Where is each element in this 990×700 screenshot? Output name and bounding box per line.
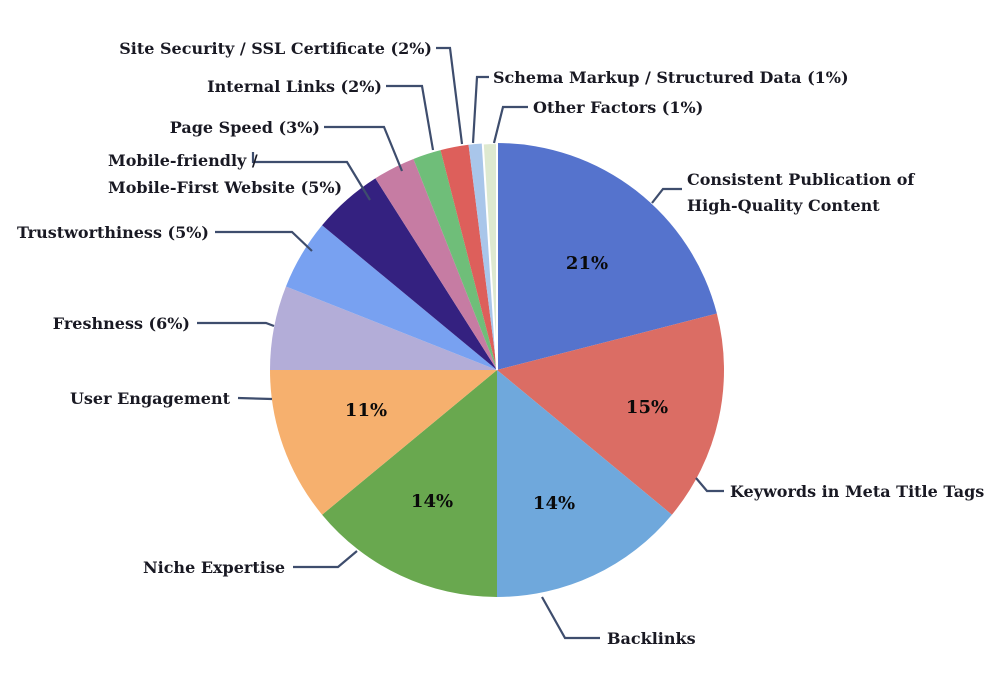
pie-slice-trustworthiness: [285, 225, 497, 370]
pie-slice-niche-expertise: [322, 370, 497, 597]
leader-line-internal-links: [386, 84, 435, 151]
pie-slice-keywords-in-meta-title-tags: [497, 313, 725, 515]
leader-line-other-factors: [492, 105, 528, 144]
pie-slice-user-engagement: [270, 370, 497, 515]
callout-label-trustworthiness: Trustworthiness (5%): [17, 223, 209, 242]
leader-line-mobile-friendly-mobile-first-website: [251, 152, 371, 201]
leader-line-site-security-ssl-certificate: [436, 46, 464, 145]
callout-label-niche-expertise: Niche Expertise: [143, 558, 285, 577]
callout-label-other-factors: Other Factors (1%): [533, 98, 703, 117]
leader-line-backlinks: [541, 596, 600, 640]
callout-label-schema-markup-structured-data: Schema Markup / Structured Data (1%): [493, 68, 849, 87]
callout-label-page-speed: Page Speed (3%): [170, 118, 320, 137]
callout-label-backlinks: Backlinks: [607, 629, 696, 648]
pie-slice-page-speed: [375, 158, 497, 370]
callout-label-consistent-publication-of-high-quality-content: High-Quality Content: [687, 196, 880, 215]
callout-label-consistent-publication-of-high-quality-content: Consistent Publication of: [687, 170, 915, 189]
pie-slice-consistent-publication-of-high-quality-content: [497, 143, 717, 370]
leader-line-consistent-publication-of-high-quality-content: [651, 187, 682, 204]
value-label-niche-expertise: 14%: [411, 491, 453, 512]
value-label-user-engagement: 11%: [345, 400, 387, 421]
pie-slice-freshness: [270, 286, 497, 370]
pie-slice-schema-markup-structured-data: [468, 143, 497, 370]
value-label-keywords-in-meta-title-tags: 15%: [626, 397, 668, 418]
value-label-backlinks: 14%: [533, 493, 575, 514]
pie-slice-site-security-ssl-certificate: [440, 144, 497, 370]
pie-slice-internal-links: [413, 150, 497, 370]
callout-label-keywords-in-meta-title-tags: Keywords in Meta Title Tags: [730, 482, 984, 501]
pie-slice-backlinks: [497, 370, 672, 597]
value-label-consistent-publication-of-high-quality-content: 21%: [566, 253, 608, 274]
callout-label-freshness: Freshness (6%): [53, 314, 190, 333]
callout-label-user-engagement: User Engagement: [70, 389, 231, 408]
leader-line-trustworthiness: [215, 230, 313, 252]
callout-label-internal-links: Internal Links (2%): [207, 77, 382, 96]
pie-slice-mobile-friendly-mobile-first-website: [322, 178, 497, 370]
callout-label-mobile-friendly-mobile-first-website: Mobile-First Website (5%): [108, 178, 342, 197]
leader-line-niche-expertise: [293, 550, 358, 569]
leader-line-user-engagement: [237, 396, 273, 401]
callout-label-site-security-ssl-certificate: Site Security / SSL Certificate (2%): [119, 39, 432, 58]
leader-line-schema-markup-structured-data: [471, 75, 489, 144]
leader-line-page-speed: [324, 125, 404, 172]
leader-line-freshness: [197, 321, 275, 328]
pie-slice-other-factors: [481, 141, 498, 371]
leader-line-keywords-in-meta-title-tags: [695, 477, 724, 493]
callout-label-mobile-friendly-mobile-first-website: Mobile-friendly /: [108, 151, 258, 170]
